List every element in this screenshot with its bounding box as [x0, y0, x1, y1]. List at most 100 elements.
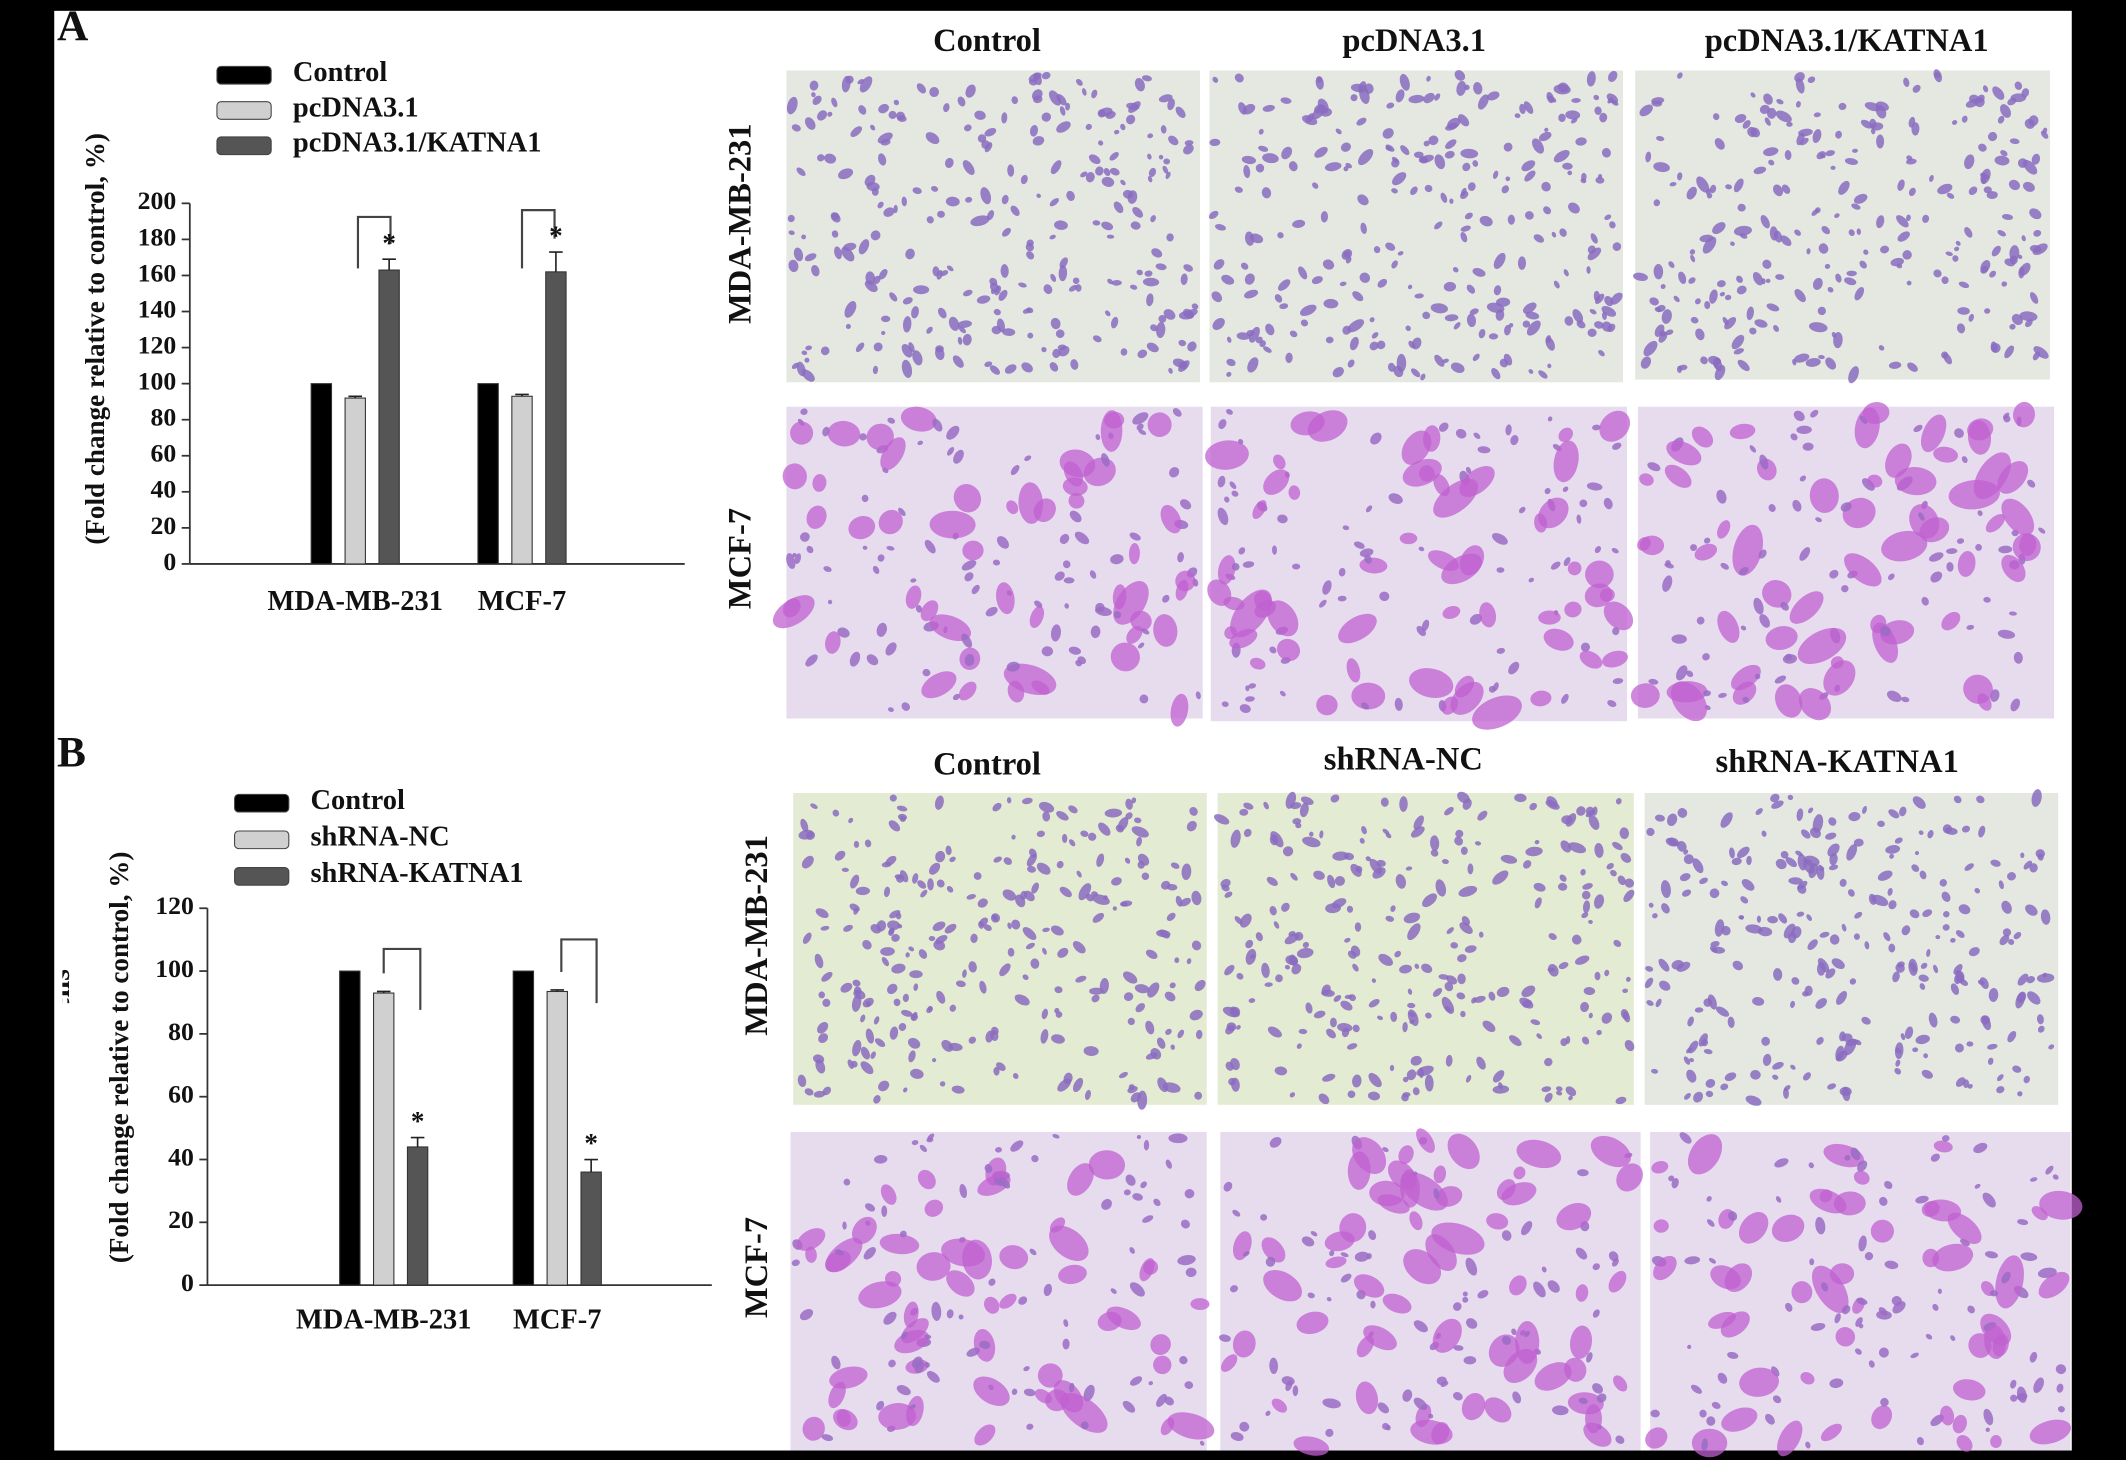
cell — [1461, 1392, 1486, 1421]
cell — [1214, 814, 1230, 825]
cell — [800, 408, 808, 416]
cell — [926, 326, 933, 334]
cell — [1111, 279, 1122, 286]
cell — [1399, 532, 1418, 545]
cell — [1884, 1180, 1893, 1190]
cell — [2010, 1379, 2017, 1389]
cell — [964, 654, 975, 667]
cell — [1808, 322, 1828, 333]
cell — [1172, 358, 1186, 368]
cell — [1443, 281, 1457, 292]
cell — [873, 1016, 880, 1025]
cell — [1330, 1017, 1337, 1028]
cell — [1407, 988, 1413, 995]
cell — [1699, 1409, 1707, 1418]
cell — [1738, 567, 1749, 576]
cell — [1155, 263, 1167, 271]
cell — [995, 1062, 1006, 1071]
cell — [787, 214, 795, 223]
cell — [1364, 554, 1372, 564]
cell — [2008, 179, 2021, 191]
cell — [1322, 1398, 1341, 1409]
cell — [891, 934, 900, 942]
cell — [1736, 275, 1743, 283]
cell — [1195, 1029, 1203, 1040]
bar — [546, 990, 568, 1286]
cell — [1429, 835, 1440, 851]
cell — [1714, 138, 1725, 150]
cell — [1168, 1133, 1188, 1144]
cell — [1878, 1347, 1889, 1358]
cell — [1571, 98, 1581, 103]
cell — [1607, 97, 1614, 104]
cell — [1978, 825, 1986, 838]
cell — [1353, 541, 1365, 549]
cell — [1385, 145, 1392, 151]
cell — [993, 1177, 1004, 1186]
cell — [1232, 1209, 1241, 1217]
cell — [864, 280, 878, 293]
cell — [1541, 1266, 1547, 1273]
cell — [957, 96, 966, 107]
cell — [1228, 1077, 1236, 1086]
cell — [1340, 1252, 1349, 1258]
error-bar — [515, 393, 529, 397]
cell — [1292, 818, 1302, 825]
y-tick-label: 100 — [155, 954, 194, 983]
cell — [1669, 182, 1677, 187]
cell — [1581, 1036, 1590, 1045]
cell — [1103, 895, 1108, 900]
cell — [1758, 549, 1767, 559]
cell — [1371, 332, 1379, 339]
cell — [1406, 1069, 1417, 1081]
y-tick-label: 20 — [151, 511, 177, 540]
cell — [1292, 563, 1301, 570]
cell — [1466, 284, 1476, 294]
cell — [1261, 962, 1270, 978]
cell — [1285, 352, 1293, 364]
cell — [1664, 464, 1692, 488]
cell — [1670, 681, 1708, 722]
cell — [1720, 1083, 1729, 1091]
cell — [1935, 935, 1941, 940]
cell — [851, 994, 862, 1012]
cell — [1736, 846, 1750, 859]
cell — [1299, 802, 1309, 818]
cell — [1644, 977, 1654, 989]
cell — [1984, 308, 1991, 314]
cell — [1022, 927, 1037, 940]
cell — [1943, 911, 1950, 918]
cell — [1229, 1006, 1239, 1018]
cell — [1696, 616, 1705, 625]
cell — [979, 917, 989, 927]
cell — [2001, 214, 2014, 221]
cell — [1467, 863, 1474, 875]
cell — [1639, 535, 1665, 556]
cell — [1425, 1012, 1432, 1019]
cell — [1139, 1258, 1155, 1282]
cell — [1134, 984, 1150, 994]
cell — [1461, 916, 1470, 926]
cell — [1125, 798, 1133, 810]
cell — [1727, 1016, 1735, 1028]
cell — [1382, 1422, 1390, 1430]
cell — [889, 292, 898, 302]
cell — [1179, 897, 1191, 907]
cell — [1941, 1135, 1950, 1142]
cell — [957, 320, 972, 328]
cell — [1229, 481, 1237, 490]
cell — [1541, 181, 1551, 192]
cell — [1478, 931, 1484, 938]
error-bar — [584, 1158, 598, 1173]
legend-label: Control — [293, 57, 387, 88]
cell — [849, 651, 861, 667]
cell — [1811, 1265, 1849, 1313]
y-tick-label: 0 — [181, 1268, 194, 1297]
cell — [1607, 700, 1617, 707]
cell — [1150, 215, 1156, 223]
cell — [1880, 245, 1890, 254]
cell — [1147, 412, 1172, 438]
cell — [1860, 119, 1873, 129]
cell — [1841, 923, 1847, 932]
cell — [1479, 602, 1497, 628]
